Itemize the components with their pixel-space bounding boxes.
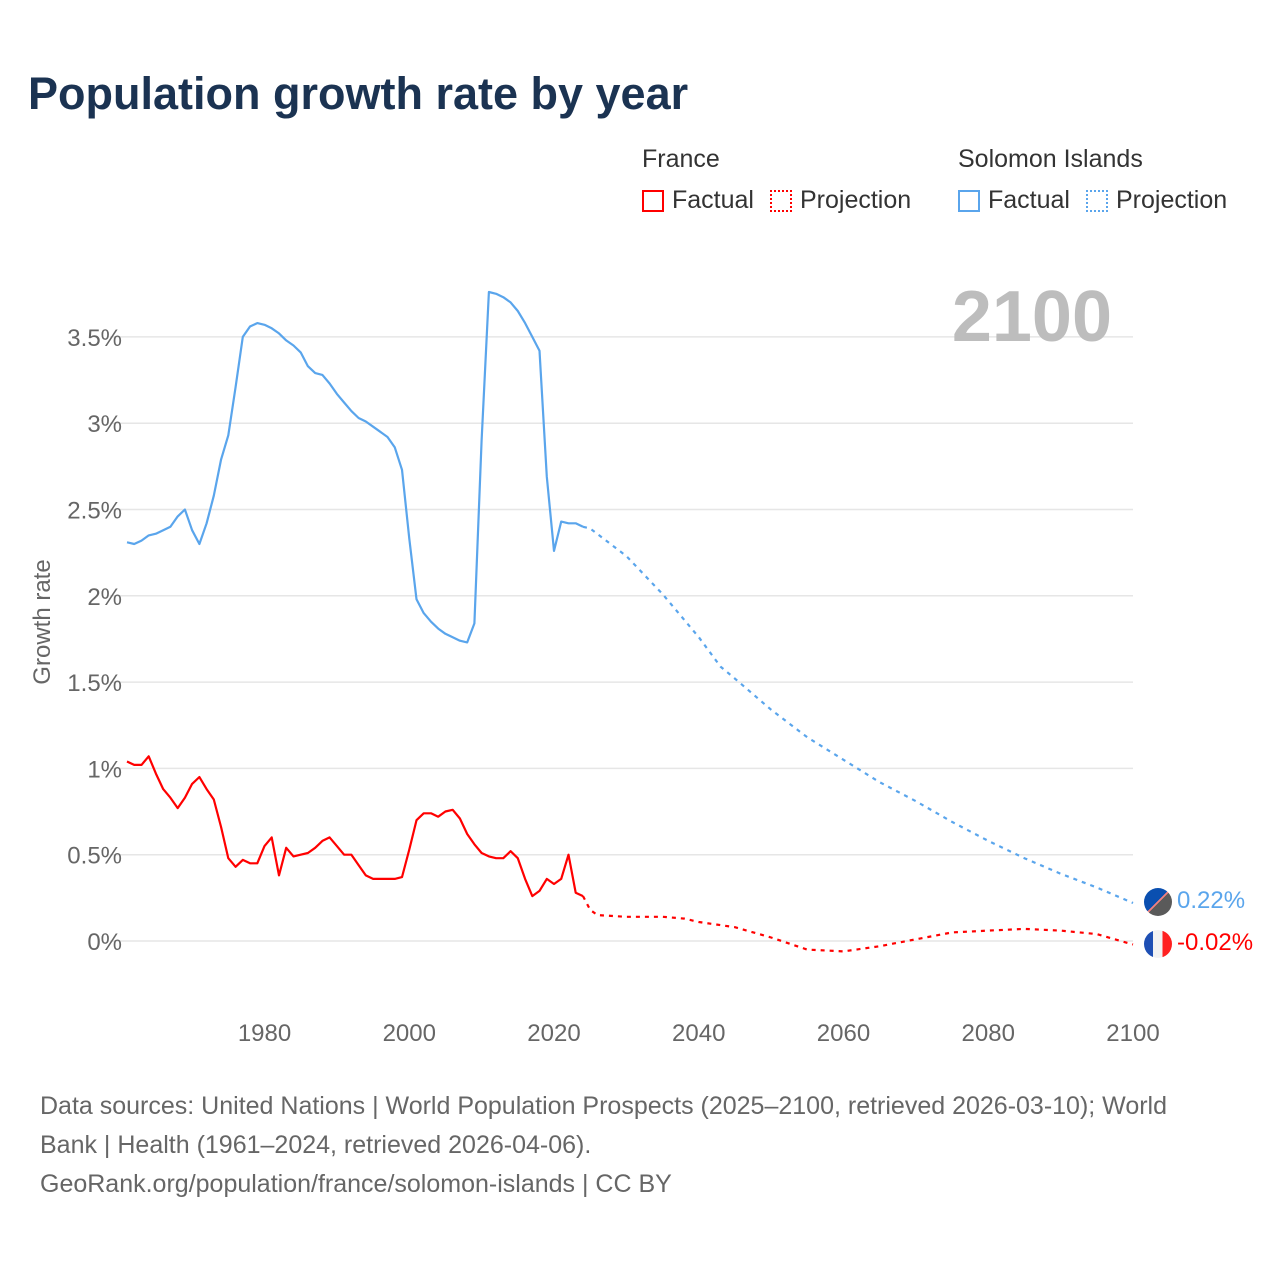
y-tick-label: 1.5% (67, 670, 122, 697)
france-end-value: -0.02% (1177, 929, 1254, 956)
y-tick-label: 0% (87, 929, 122, 956)
x-tick-label: 2100 (1106, 1020, 1159, 1047)
y-tick-label: 3% (87, 411, 122, 438)
solomon-end-value: 0.22% (1177, 887, 1246, 914)
x-tick-label: 2020 (527, 1020, 580, 1047)
legend-france-factual[interactable]: Factual (642, 186, 754, 215)
legend-swatch-dotted (1085, 189, 1108, 212)
x-tick-label: 1980 (238, 1020, 291, 1047)
x-tick-label: 2040 (672, 1020, 725, 1047)
legend-france: France Factual Projection (642, 145, 927, 215)
legend-solomon-projection[interactable]: Projection (1085, 186, 1228, 215)
chart-title: Population growth rate by year (28, 68, 689, 119)
france-factual-line (126, 755, 584, 898)
legend-label: Factual (672, 186, 754, 214)
current-year-label: 2100 (951, 277, 1112, 357)
source-link[interactable]: GeoRank.org/population/france/solomon-is… (40, 1170, 672, 1198)
legend-swatch-dotted (769, 189, 792, 212)
x-tick-label: 2000 (383, 1020, 436, 1047)
data-sources: Data sources: United Nations | World Pop… (40, 1092, 1168, 1159)
legend-solomon: Solomon Islands Factual Projection (958, 145, 1243, 215)
solomon-islands-factual-line (126, 290, 584, 644)
y-tick-label: 1% (87, 756, 122, 783)
y-tick-label: 3.5% (67, 325, 122, 352)
legend-label: Projection (1115, 186, 1228, 214)
legend-label: Factual (988, 186, 1070, 214)
y-tick-label: 2.5% (67, 498, 122, 525)
legend-france-projection[interactable]: Projection (769, 186, 912, 215)
legend-solomon-factual[interactable]: Factual (958, 186, 1070, 215)
legend-label: Projection (799, 186, 912, 214)
legend-swatch-solid (642, 189, 664, 212)
x-tick-label: 2080 (962, 1020, 1015, 1047)
footer: Data sources: United Nations | World Pop… (40, 1087, 1230, 1204)
legend-solomon-title: Solomon Islands (958, 145, 1143, 173)
solomon-islands-flag-icon (1144, 888, 1172, 916)
legend-france-title: France (642, 145, 720, 173)
y-tick-label: 0.5% (67, 843, 122, 870)
france-flag-icon (1144, 930, 1172, 958)
y-tick-label: 2% (87, 584, 122, 611)
france-projection-line (582, 895, 1134, 953)
y-axis-label: Growth rate (29, 559, 56, 684)
x-tick-label: 2060 (817, 1020, 870, 1047)
solomon-islands-projection-line (582, 525, 1134, 905)
legend-swatch-solid (958, 189, 980, 212)
